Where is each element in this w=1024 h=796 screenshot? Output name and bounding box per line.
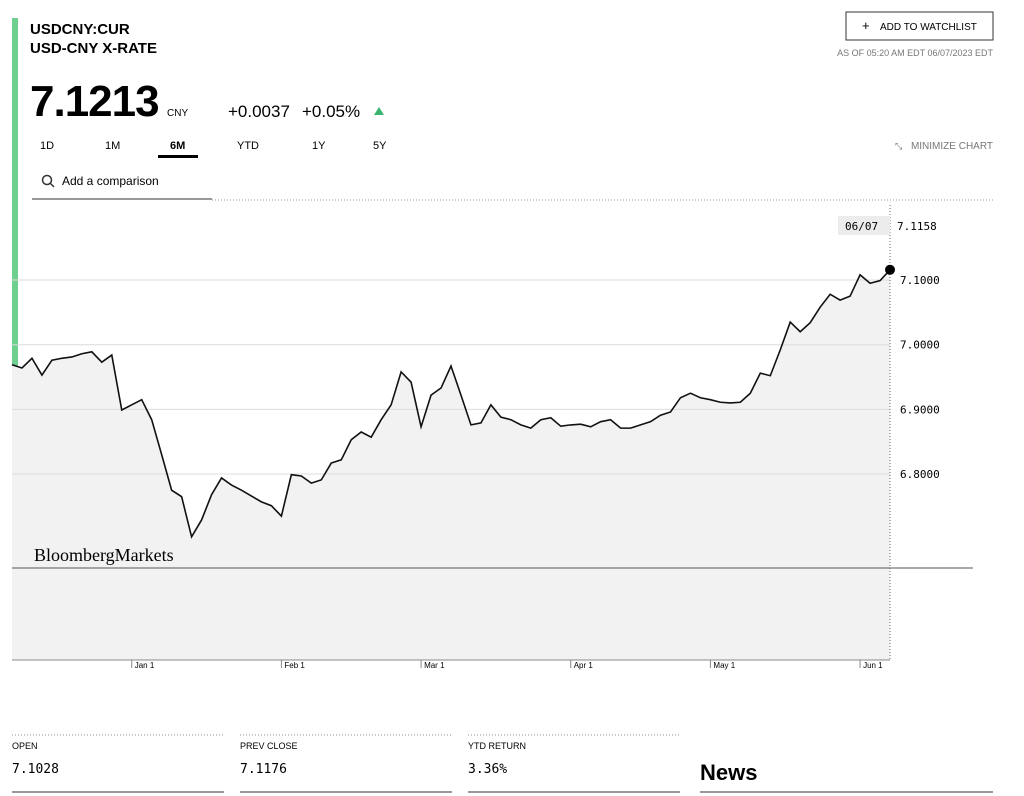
range-tab[interactable]: 1Y xyxy=(312,140,326,152)
range-tab[interactable]: 1M xyxy=(105,140,120,152)
stat-label: YTD RETURN xyxy=(468,741,526,751)
range-tab[interactable]: 1D xyxy=(40,140,54,152)
x-tick-label: Jan 1 xyxy=(135,661,155,670)
active-tab-underline xyxy=(158,155,198,158)
ticker: USDCNY:CUR xyxy=(30,21,130,38)
y-tick-label: 7.1000 xyxy=(900,274,940,287)
news-title: News xyxy=(700,760,757,785)
stat-value: 3.36% xyxy=(468,762,507,777)
x-tick-label: May 1 xyxy=(713,661,735,670)
y-tick-label: 6.9000 xyxy=(900,403,940,416)
x-tick-label: Jun 1 xyxy=(863,661,883,670)
stat-value: 7.1176 xyxy=(240,762,287,777)
minimize-chart[interactable]: MINIMIZE CHART xyxy=(911,141,993,152)
search-icon xyxy=(41,174,53,186)
range-tab[interactable]: YTD xyxy=(237,140,259,152)
price-line xyxy=(11,269,891,539)
range-tab[interactable]: 6M xyxy=(170,140,185,152)
currency: CNY xyxy=(167,108,188,119)
price: 7.1213 xyxy=(30,77,159,126)
search-icon-handle xyxy=(49,182,55,188)
accent-bar xyxy=(12,18,18,660)
y-tick-label: 7.0000 xyxy=(900,339,940,352)
chart: 6.8000 6.9000 7.0000 7.1000 BloombergMarkets… xyxy=(11,205,973,670)
up-arrow xyxy=(374,107,384,115)
stat-value: 7.1028 xyxy=(12,762,59,777)
stat-label: PREV CLOSE xyxy=(240,741,298,751)
plus-icon: + xyxy=(862,18,870,33)
change: +0.0037 xyxy=(228,102,290,121)
range-tab[interactable]: 5Y xyxy=(373,140,387,152)
change-pct: +0.05% xyxy=(302,102,360,121)
range-tabs: 1D 1M 6M YTD 1Y 5Y xyxy=(40,140,387,158)
as-of: AS OF 05:20 AM EDT 06/07/2023 EDT xyxy=(837,48,993,58)
tooltip-value: 7.1158 xyxy=(897,220,937,233)
x-tick-label: Apr 1 xyxy=(574,661,594,670)
tooltip-date: 06/07 xyxy=(845,220,878,233)
area-fill xyxy=(12,269,890,660)
stats: OPEN 7.1028 PREV CLOSE 7.1176 YTD RETURN 3.36… xyxy=(12,734,680,793)
instrument-name: USD-CNY X-RATE xyxy=(30,40,157,57)
stat-label: OPEN xyxy=(12,741,38,751)
y-tick-label: 6.8000 xyxy=(900,468,940,481)
watchlist-label: ADD TO WATCHLIST xyxy=(880,22,977,33)
x-tick-label: Mar 1 xyxy=(424,661,445,670)
tooltip-bg xyxy=(838,216,890,235)
x-tick-label: Feb 1 xyxy=(284,661,305,670)
watchlist-button[interactable] xyxy=(845,11,994,41)
minimize-icon: ⤡ xyxy=(895,141,902,151)
watermark: BloombergMarkets xyxy=(34,545,174,565)
last-point xyxy=(885,264,895,275)
comparison-input[interactable]: Add a comparison xyxy=(62,174,159,188)
